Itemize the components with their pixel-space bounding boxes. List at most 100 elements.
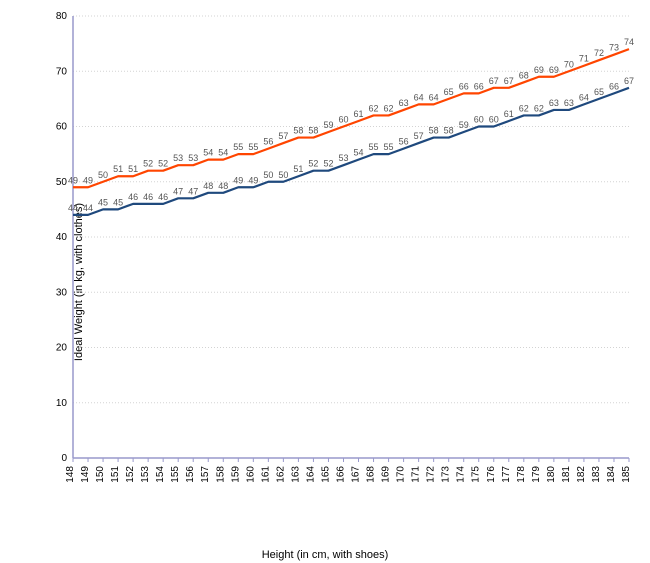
svg-text:45: 45 [98, 197, 108, 207]
svg-text:155: 155 [170, 466, 181, 483]
svg-text:162: 162 [275, 466, 286, 483]
svg-text:184: 184 [606, 466, 617, 483]
svg-text:66: 66 [474, 81, 484, 91]
svg-text:161: 161 [260, 466, 271, 483]
svg-text:60: 60 [338, 115, 348, 125]
svg-text:159: 159 [230, 466, 241, 483]
svg-text:49: 49 [233, 175, 243, 185]
svg-text:80: 80 [56, 11, 68, 22]
svg-text:63: 63 [564, 98, 574, 108]
svg-text:64: 64 [429, 92, 439, 102]
svg-text:178: 178 [516, 466, 527, 483]
svg-text:49: 49 [68, 175, 78, 185]
svg-text:63: 63 [399, 98, 409, 108]
svg-text:64: 64 [414, 92, 424, 102]
svg-text:175: 175 [471, 466, 482, 483]
svg-text:165: 165 [320, 466, 331, 483]
svg-text:50: 50 [263, 170, 273, 180]
svg-text:40: 40 [56, 232, 68, 243]
svg-text:49: 49 [248, 175, 258, 185]
svg-text:49: 49 [83, 175, 93, 185]
svg-text:166: 166 [335, 466, 346, 483]
svg-text:156: 156 [185, 466, 196, 483]
svg-text:60: 60 [474, 115, 484, 125]
svg-text:61: 61 [504, 109, 514, 119]
svg-text:167: 167 [351, 466, 362, 483]
svg-text:153: 153 [140, 466, 151, 483]
svg-text:174: 174 [456, 466, 467, 483]
svg-text:70: 70 [564, 59, 574, 69]
svg-text:182: 182 [576, 466, 587, 483]
svg-text:70: 70 [56, 66, 68, 77]
svg-text:44: 44 [68, 203, 78, 213]
svg-text:176: 176 [486, 466, 497, 483]
svg-text:54: 54 [203, 148, 213, 158]
svg-text:151: 151 [110, 466, 121, 483]
svg-text:148: 148 [65, 466, 76, 483]
svg-text:157: 157 [200, 466, 211, 483]
svg-text:20: 20 [56, 343, 68, 354]
svg-text:69: 69 [534, 65, 544, 75]
svg-text:66: 66 [459, 81, 469, 91]
svg-text:55: 55 [233, 142, 243, 152]
svg-text:52: 52 [323, 159, 333, 169]
svg-text:60: 60 [56, 122, 68, 133]
svg-text:59: 59 [323, 120, 333, 130]
svg-text:68: 68 [519, 70, 529, 80]
svg-text:163: 163 [290, 466, 301, 483]
svg-text:67: 67 [489, 76, 499, 86]
svg-text:44: 44 [83, 203, 93, 213]
svg-text:51: 51 [128, 164, 138, 174]
svg-text:181: 181 [561, 466, 572, 483]
svg-text:183: 183 [591, 466, 602, 483]
svg-text:171: 171 [411, 466, 422, 483]
svg-text:55: 55 [369, 142, 379, 152]
svg-text:62: 62 [384, 103, 394, 113]
svg-text:65: 65 [444, 87, 454, 97]
svg-text:168: 168 [366, 466, 377, 483]
svg-text:50: 50 [278, 170, 288, 180]
svg-text:160: 160 [245, 466, 256, 483]
svg-text:46: 46 [143, 192, 153, 202]
svg-text:150: 150 [95, 466, 106, 483]
svg-text:52: 52 [158, 159, 168, 169]
svg-text:62: 62 [519, 103, 529, 113]
svg-text:67: 67 [624, 76, 634, 86]
svg-text:67: 67 [504, 76, 514, 86]
svg-text:47: 47 [188, 186, 198, 196]
svg-text:30: 30 [56, 287, 68, 298]
svg-text:172: 172 [426, 466, 437, 483]
svg-text:177: 177 [501, 466, 512, 483]
svg-text:58: 58 [308, 126, 318, 136]
svg-text:149: 149 [80, 466, 91, 483]
svg-text:47: 47 [173, 186, 183, 196]
svg-text:55: 55 [384, 142, 394, 152]
svg-text:0: 0 [61, 453, 67, 464]
svg-text:45: 45 [113, 197, 123, 207]
svg-text:58: 58 [293, 126, 303, 136]
svg-text:62: 62 [534, 103, 544, 113]
svg-text:180: 180 [546, 466, 557, 483]
svg-text:10: 10 [56, 398, 68, 409]
svg-text:59: 59 [459, 120, 469, 130]
svg-text:55: 55 [248, 142, 258, 152]
svg-text:46: 46 [128, 192, 138, 202]
svg-text:56: 56 [399, 137, 409, 147]
svg-text:64: 64 [579, 92, 589, 102]
svg-text:179: 179 [531, 466, 542, 483]
svg-text:164: 164 [305, 466, 316, 483]
svg-text:56: 56 [263, 137, 273, 147]
svg-text:71: 71 [579, 54, 589, 64]
svg-text:54: 54 [218, 148, 228, 158]
svg-text:48: 48 [218, 181, 228, 191]
svg-text:46: 46 [158, 192, 168, 202]
svg-text:69: 69 [549, 65, 559, 75]
svg-text:57: 57 [414, 131, 424, 141]
svg-text:154: 154 [155, 466, 166, 483]
svg-text:185: 185 [621, 466, 632, 483]
svg-text:53: 53 [338, 153, 348, 163]
svg-text:51: 51 [293, 164, 303, 174]
svg-text:54: 54 [354, 148, 364, 158]
svg-text:63: 63 [549, 98, 559, 108]
svg-text:58: 58 [444, 126, 454, 136]
